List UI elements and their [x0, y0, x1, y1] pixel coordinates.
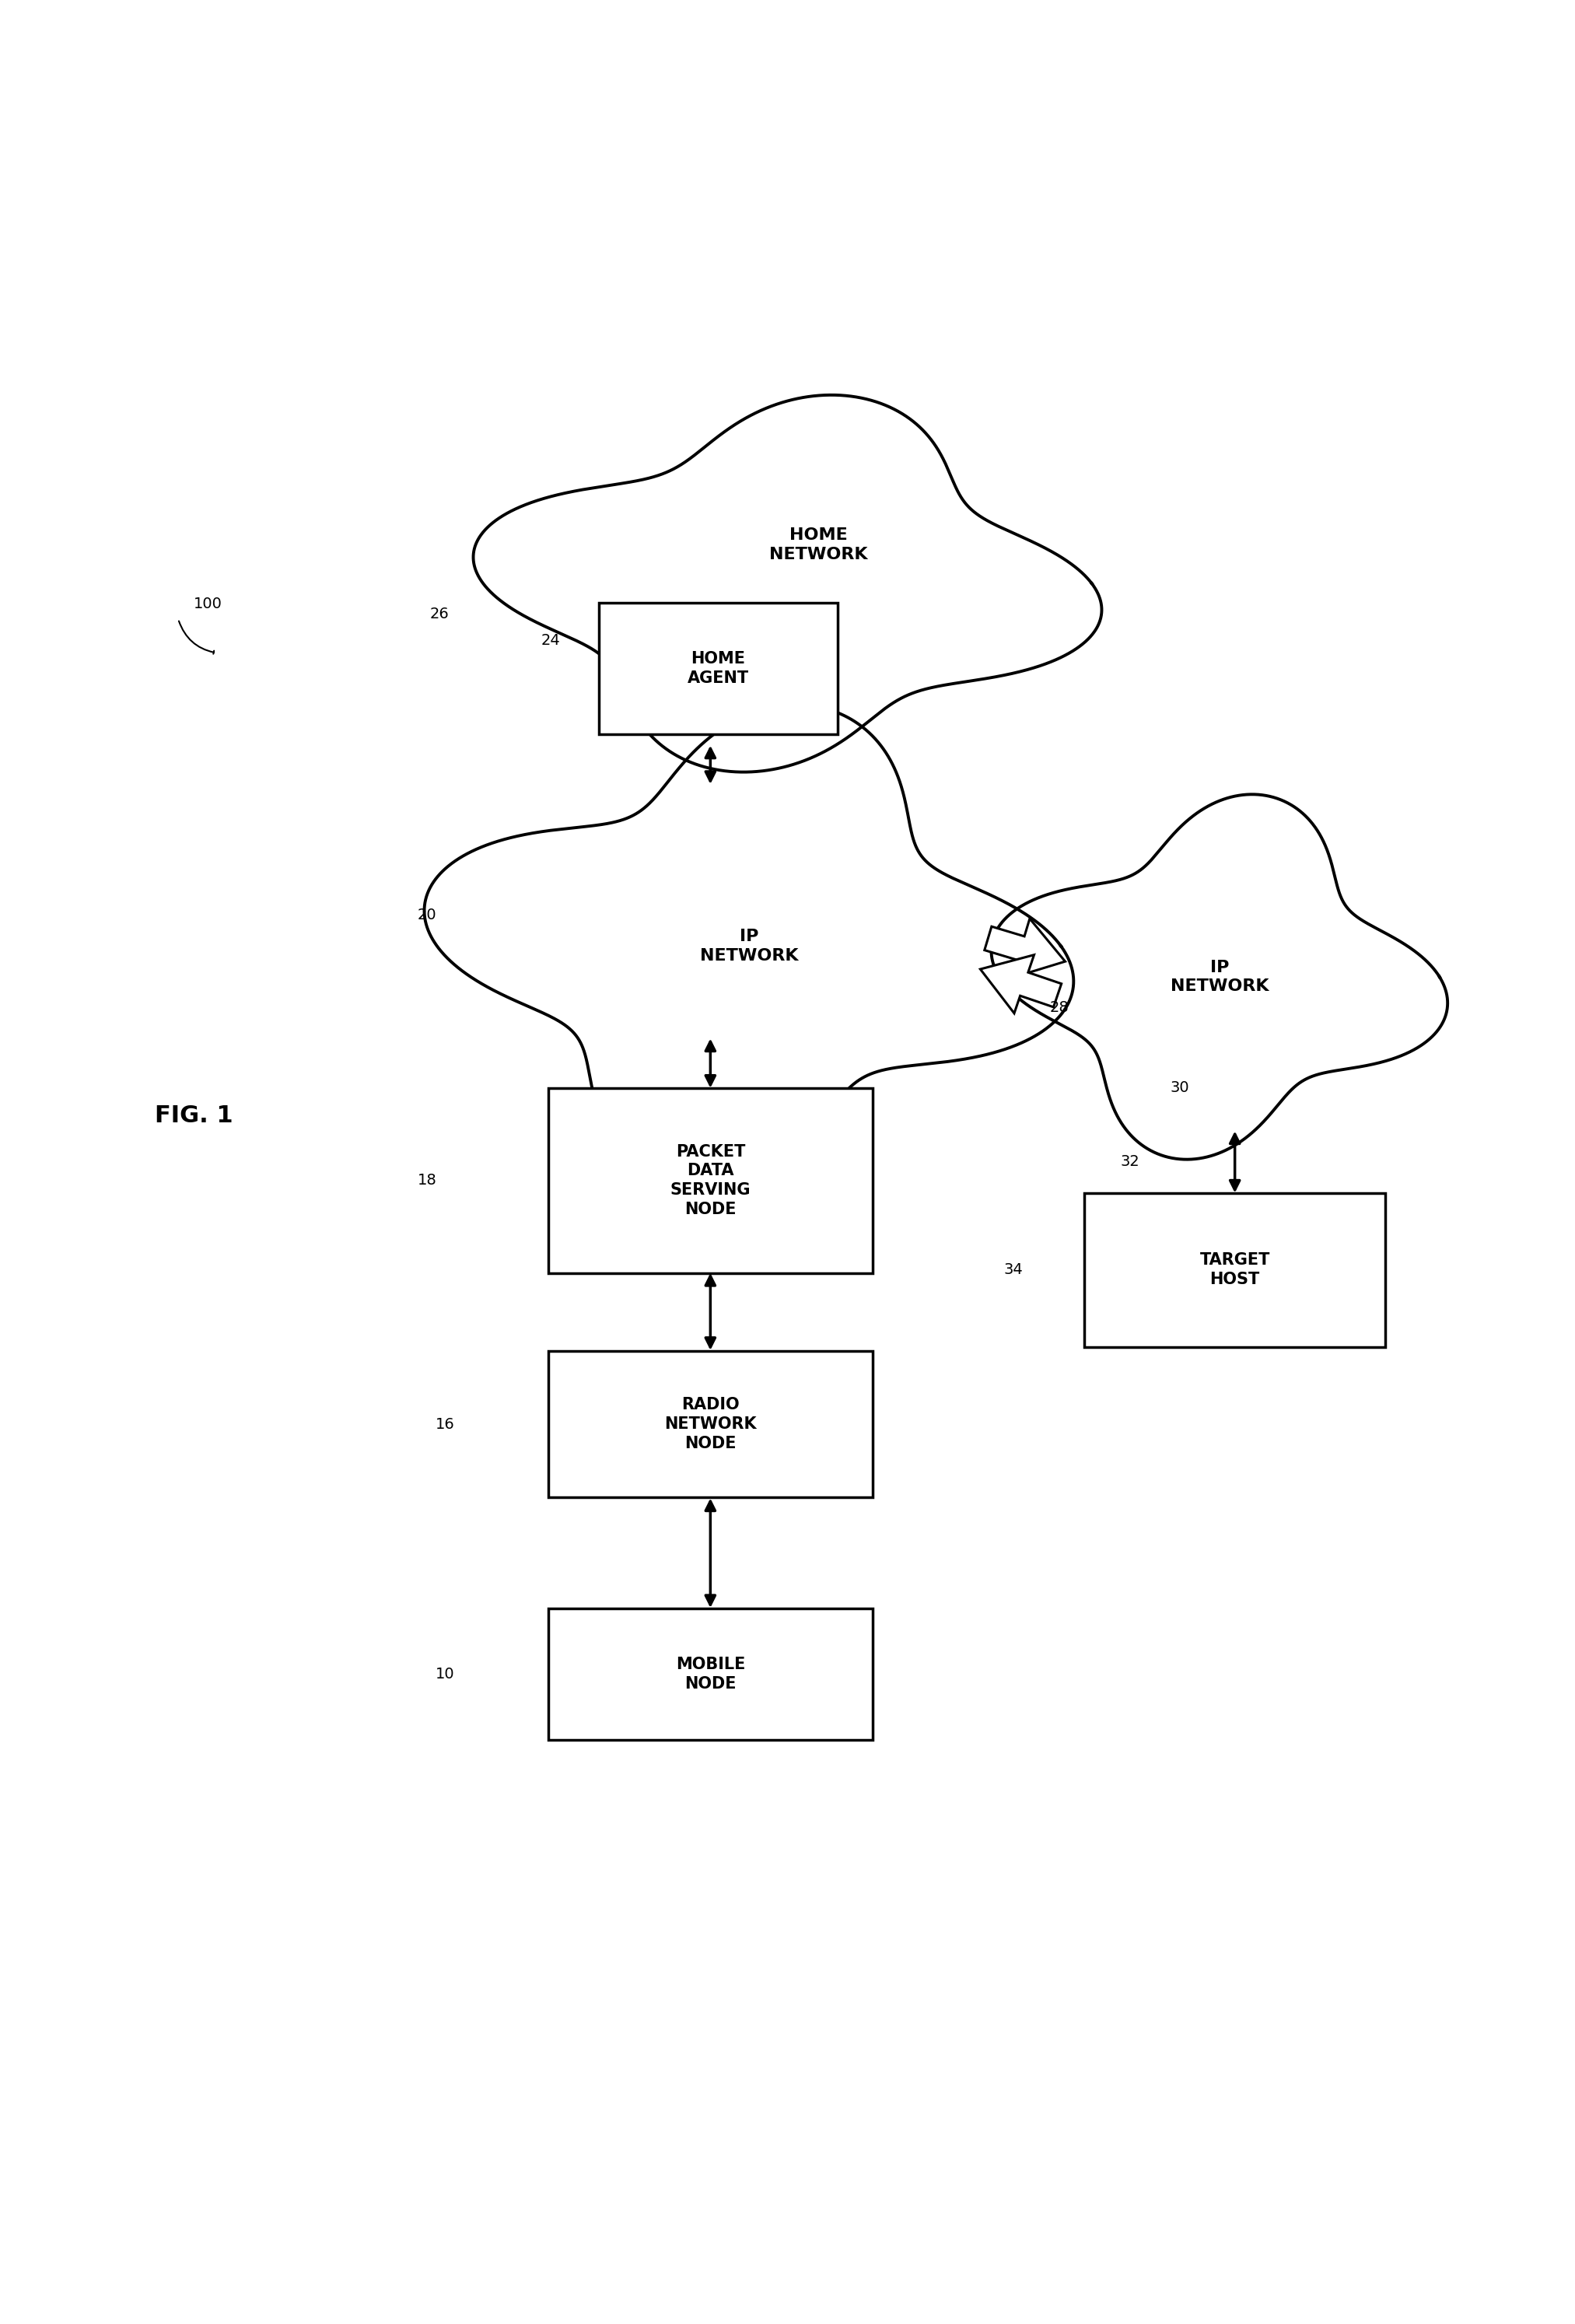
- Text: 10: 10: [436, 1666, 455, 1683]
- Text: MOBILE
NODE: MOBILE NODE: [676, 1657, 745, 1692]
- Text: RADIO
NETWORK
NODE: RADIO NETWORK NODE: [665, 1397, 756, 1450]
- Bar: [548, 1608, 873, 1741]
- Text: 26: 26: [430, 607, 449, 623]
- Text: IP
NETWORK: IP NETWORK: [1170, 960, 1268, 995]
- Text: FIG. 1: FIG. 1: [154, 1104, 233, 1127]
- Text: IP
NETWORK: IP NETWORK: [699, 930, 799, 964]
- Polygon shape: [424, 704, 1074, 1188]
- Text: 32: 32: [1121, 1155, 1140, 1169]
- Polygon shape: [980, 955, 1062, 1013]
- Polygon shape: [474, 395, 1101, 772]
- Text: 18: 18: [417, 1174, 436, 1188]
- Text: 24: 24: [540, 632, 561, 648]
- Bar: [548, 1088, 873, 1274]
- Bar: [1085, 1192, 1386, 1348]
- Text: 100: 100: [194, 597, 222, 611]
- Text: HOME
NETWORK: HOME NETWORK: [769, 528, 868, 562]
- Text: 20: 20: [417, 909, 436, 923]
- Text: 16: 16: [436, 1418, 455, 1432]
- Text: 28: 28: [1051, 999, 1069, 1016]
- Bar: [598, 602, 838, 734]
- Text: 30: 30: [1170, 1081, 1189, 1095]
- Polygon shape: [984, 918, 1065, 978]
- Text: TARGET
HOST: TARGET HOST: [1200, 1253, 1269, 1287]
- Bar: [548, 1350, 873, 1497]
- Polygon shape: [991, 795, 1447, 1160]
- Text: PACKET
DATA
SERVING
NODE: PACKET DATA SERVING NODE: [669, 1143, 751, 1218]
- Text: HOME
AGENT: HOME AGENT: [687, 651, 748, 686]
- Text: 34: 34: [1003, 1262, 1022, 1278]
